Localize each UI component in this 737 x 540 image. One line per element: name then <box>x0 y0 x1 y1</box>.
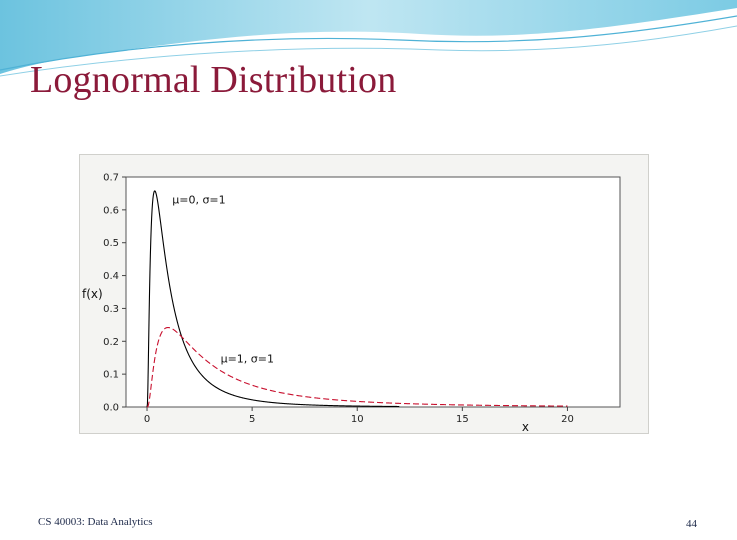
y-axis-title: f(x) <box>82 287 103 301</box>
x-tick-label: 15 <box>456 414 469 425</box>
y-tick-label: 0.3 <box>103 304 119 315</box>
series-line-1 <box>146 190 400 408</box>
slide-title: Lognormal Distribution <box>30 59 397 101</box>
x-tick-label: 20 <box>561 414 574 425</box>
series-label-2: μ=1, σ=1 <box>221 353 274 366</box>
y-tick-label: 0.1 <box>103 370 119 381</box>
y-tick-label: 0.6 <box>103 205 119 216</box>
footer-course: CS 40003: Data Analytics <box>38 516 153 528</box>
series-label-1: μ=0, σ=1 <box>172 193 225 206</box>
plot-area <box>125 176 621 408</box>
chart-frame: 0.0 0.1 0.2 0.3 0.4 0.5 0.6 0.7 0 5 10 15 20 f(x) x μ=0… <box>80 155 648 433</box>
x-tick-label: 5 <box>249 414 255 425</box>
lognormal-chart: 0.0 0.1 0.2 0.3 0.4 0.5 0.6 0.7 0 5 10 15 20 f(x) x μ=0… <box>82 173 621 433</box>
y-tick-label: 0.2 <box>103 337 119 348</box>
x-tick-label: 10 <box>351 414 364 425</box>
series-line-2 <box>146 326 568 408</box>
x-tick-label: 0 <box>144 414 150 425</box>
y-tick-label: 0.0 <box>103 403 119 414</box>
page-number: 44 <box>686 518 697 530</box>
x-axis-title: x <box>522 420 529 433</box>
header-banner <box>0 0 737 77</box>
y-tick-label: 0.5 <box>103 238 119 249</box>
y-tick-label: 0.4 <box>103 271 119 282</box>
y-tick-label: 0.7 <box>103 173 119 184</box>
